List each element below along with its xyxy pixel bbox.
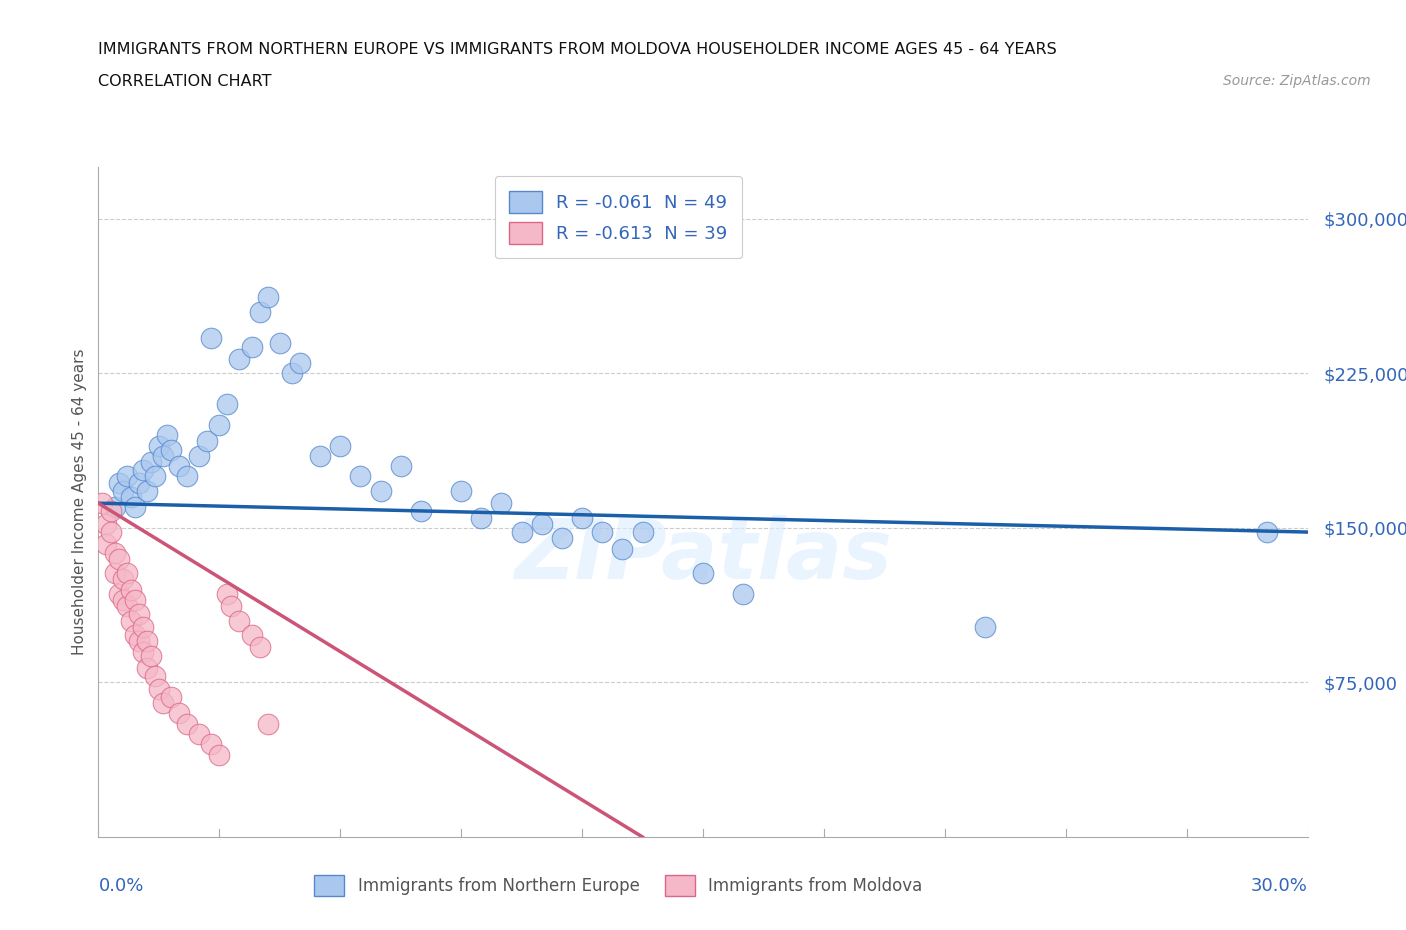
Point (100, 504, 122, 519)
Point (208, 747, 231, 762)
Point (200, 331, 222, 346)
Point (974, 619, 997, 634)
Point (217, 587, 239, 602)
Point (111, 592, 134, 607)
Point (349, 469, 371, 484)
Point (733, 587, 755, 602)
Point (551, 531, 574, 546)
Point (135, 484, 157, 498)
Point (103, 565, 125, 580)
Point (100, 525, 122, 539)
Point (195, 434, 218, 449)
Point (139, 648, 162, 663)
Point (107, 551, 129, 566)
Point (409, 504, 432, 519)
Point (612, 541, 634, 556)
Point (124, 500, 146, 515)
Point (156, 428, 179, 443)
Point (143, 469, 166, 484)
Point (591, 525, 613, 539)
Point (692, 565, 714, 580)
Point (120, 582, 142, 597)
Point (370, 484, 392, 498)
Point (631, 525, 654, 539)
Point (240, 628, 263, 643)
Point (256, 290, 278, 305)
Point (148, 438, 170, 453)
Point (176, 469, 198, 484)
Text: 0.0%: 0.0% (98, 877, 143, 896)
Point (281, 366, 304, 381)
Point (530, 516, 553, 531)
Point (111, 572, 134, 587)
Point (103, 545, 125, 560)
Point (221, 599, 243, 614)
Point (249, 640, 271, 655)
Point (240, 339, 263, 354)
Point (91, 496, 114, 511)
Point (107, 475, 129, 490)
Point (120, 489, 142, 504)
Point (188, 726, 211, 741)
Point (571, 511, 593, 525)
Point (135, 660, 157, 675)
Text: IMMIGRANTS FROM NORTHERN EUROPE VS IMMIGRANTS FROM MOLDOVA HOUSEHOLDER INCOME AG: IMMIGRANTS FROM NORTHERN EUROPE VS IMMIG… (98, 42, 1057, 57)
Legend: Immigrants from Northern Europe, Immigrants from Moldova: Immigrants from Northern Europe, Immigra… (301, 862, 935, 909)
Point (128, 475, 150, 490)
Point (152, 448, 174, 463)
Point (132, 463, 155, 478)
Point (309, 448, 332, 463)
Point (115, 565, 138, 580)
Point (148, 681, 170, 696)
Point (217, 397, 239, 412)
Point (96, 516, 118, 531)
Point (228, 352, 250, 366)
Text: 30.0%: 30.0% (1251, 877, 1308, 896)
Text: ZIPatlas: ZIPatlas (515, 515, 891, 596)
Point (103, 500, 125, 515)
Point (167, 706, 190, 721)
Point (228, 613, 250, 628)
Point (143, 669, 166, 684)
Point (249, 304, 271, 319)
Point (1256, 525, 1278, 539)
Point (160, 689, 183, 704)
Point (510, 525, 533, 539)
Text: Source: ZipAtlas.com: Source: ZipAtlas.com (1223, 74, 1371, 88)
Point (96, 537, 118, 551)
Point (491, 496, 513, 511)
Point (160, 443, 183, 458)
Point (132, 644, 155, 659)
Point (120, 613, 142, 628)
Point (200, 737, 222, 751)
Point (128, 634, 150, 649)
Point (115, 469, 138, 484)
Point (111, 484, 134, 498)
Point (389, 458, 412, 473)
Point (167, 458, 190, 473)
Point (152, 696, 174, 711)
Point (256, 716, 278, 731)
Point (139, 455, 162, 470)
Point (124, 592, 146, 607)
Point (124, 628, 146, 643)
Point (135, 634, 157, 649)
Point (188, 448, 211, 463)
Point (128, 607, 150, 622)
Point (107, 587, 129, 602)
Point (115, 599, 138, 614)
Point (208, 418, 231, 432)
Point (132, 619, 155, 634)
Point (450, 484, 472, 498)
Y-axis label: Householder Income Ages 45 - 64 years: Householder Income Ages 45 - 64 years (72, 349, 87, 656)
Point (176, 716, 198, 731)
Point (329, 438, 352, 453)
Point (470, 511, 492, 525)
Point (288, 355, 311, 370)
Point (269, 335, 291, 350)
Text: CORRELATION CHART: CORRELATION CHART (98, 74, 271, 89)
